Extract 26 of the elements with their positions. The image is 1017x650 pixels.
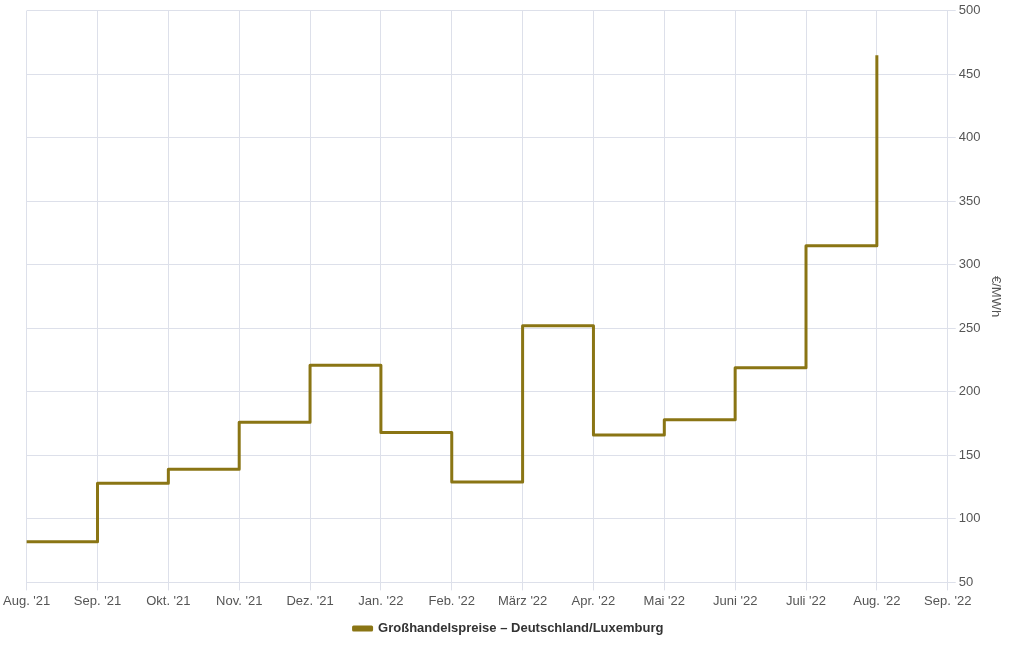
y-tick-label: 400 — [958, 129, 981, 145]
x-tick-label: Nov. '21 — [216, 592, 263, 608]
x-tick-label: Sep. '21 — [73, 592, 122, 608]
x-tick-label: Juli '22 — [785, 592, 827, 608]
x-tick-label: Juni '22 — [712, 592, 758, 608]
x-tick-label: Mai '22 — [643, 592, 686, 608]
x-tick-label: Sep. '22 — [924, 592, 972, 608]
x-tick-label: Dez. '21 — [286, 592, 334, 608]
y-tick-label: 450 — [958, 65, 981, 81]
x-tick-label: März '22 — [497, 592, 548, 608]
y-tick-label: 250 — [958, 319, 981, 335]
y-tick-label: 50 — [958, 573, 974, 589]
x-tick-label: Okt. '21 — [146, 592, 191, 608]
x-tick-label: Jan. '22 — [358, 592, 404, 608]
x-tick-label: Feb. '22 — [428, 592, 476, 608]
legend-label: Großhandelspreise – Deutschland/Luxemburg — [378, 620, 664, 636]
y-axis-title: €/MWh — [988, 276, 1004, 318]
y-tick-label: 300 — [958, 256, 981, 272]
x-tick-label: Aug. '21 — [3, 592, 51, 608]
x-tick-label: Apr. '22 — [571, 592, 616, 608]
y-tick-label: 200 — [958, 383, 981, 399]
y-tick-label: 350 — [958, 192, 981, 208]
x-tick-label: Aug. '22 — [853, 592, 901, 608]
y-tick-label: 150 — [958, 446, 981, 462]
y-tick-label: 100 — [958, 510, 981, 526]
y-tick-label: 500 — [958, 2, 981, 18]
